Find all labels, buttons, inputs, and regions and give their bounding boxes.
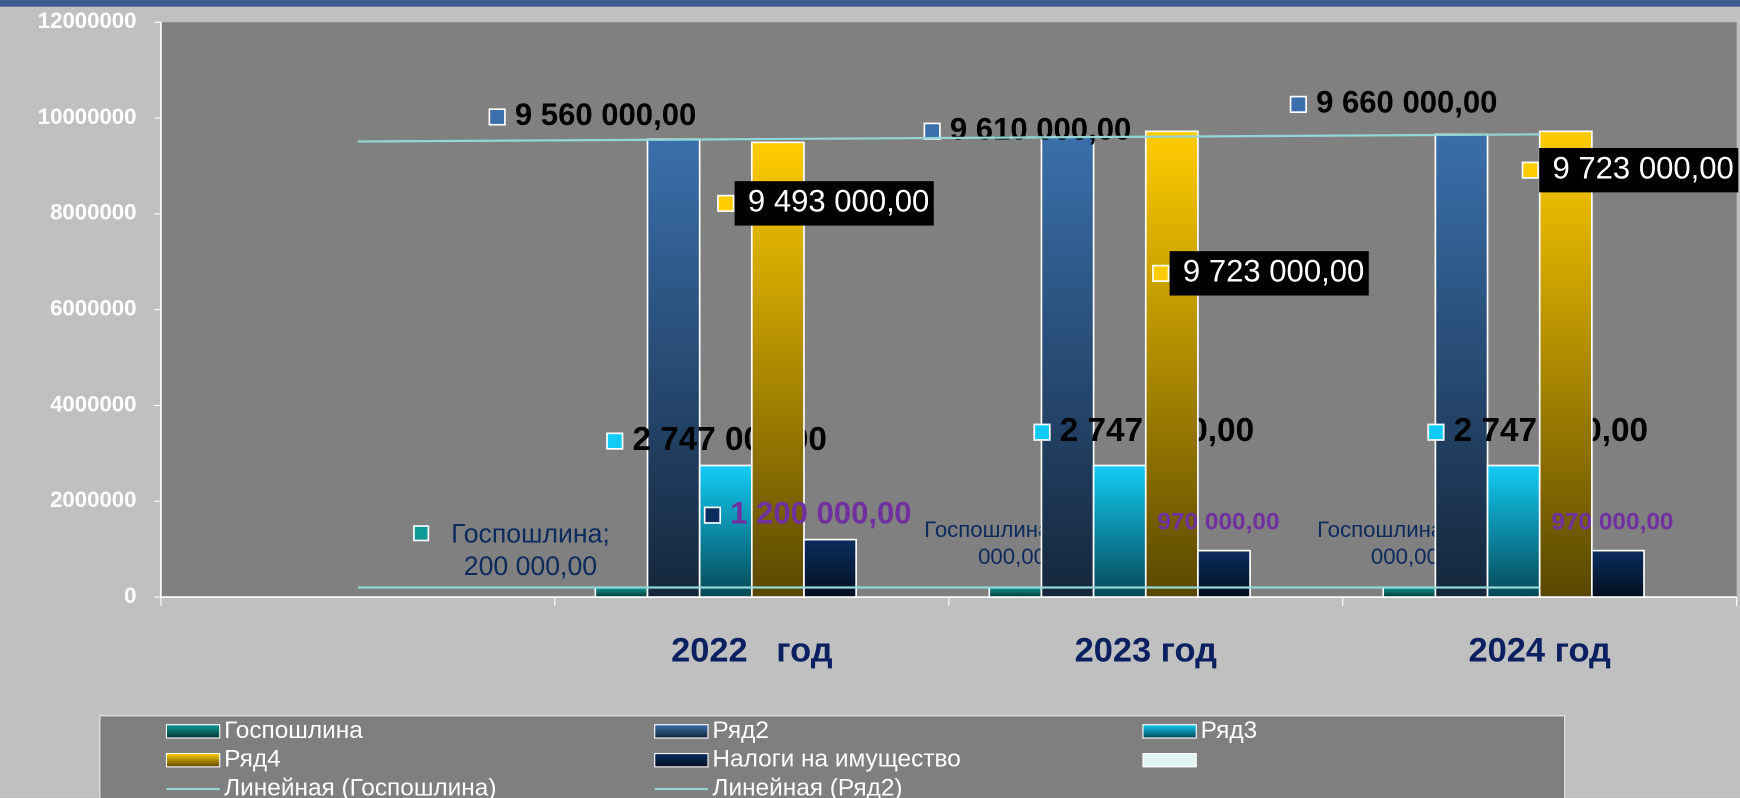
bar: [1040, 135, 1095, 598]
label-marker: [488, 108, 506, 126]
x-tick-label: 2022 год: [671, 632, 833, 670]
legend-label: Ряд2: [712, 717, 769, 744]
data-label-box: Госпошлина; 200 000,00: [451, 519, 610, 582]
label-marker: [1152, 264, 1170, 282]
bar: [1197, 549, 1251, 598]
legend-swatch: [1142, 724, 1197, 739]
x-tick-label: 2023 год: [1075, 632, 1217, 670]
data-label-bg: [1169, 251, 1369, 296]
data-label-bg: [1539, 147, 1739, 193]
data-label: 9 493 000,00: [748, 184, 929, 219]
label-marker: [1427, 423, 1445, 441]
legend-label: Госпошлина: [224, 717, 363, 744]
label-marker: [1033, 423, 1051, 441]
legend-swatch: [654, 752, 709, 768]
y-tick-label: 10000000: [38, 104, 137, 129]
bar: [698, 464, 753, 598]
legend-swatch: [654, 724, 709, 739]
label-marker: [703, 506, 722, 524]
y-tick-label: 6000000: [50, 296, 136, 321]
legend-label: Ряд3: [1201, 717, 1258, 744]
data-label: 9 610 000,00: [950, 111, 1131, 146]
label-marker: [606, 432, 624, 450]
bar: [646, 138, 701, 598]
legend-swatch-blank: [1142, 752, 1197, 768]
label-marker: [1289, 95, 1307, 113]
y-tick-label: 2000000: [50, 487, 136, 512]
legend-label: Линейная (Ряд2): [712, 775, 902, 798]
data-label: 9 560 000,00: [515, 97, 696, 132]
trend-line: [357, 133, 1540, 143]
legend-box: [99, 715, 1566, 798]
label-marker: [717, 194, 735, 212]
y-tick-label: 12000000: [38, 8, 137, 33]
bar: [1538, 130, 1593, 598]
bar: [1591, 549, 1645, 598]
label-marker: [413, 525, 430, 542]
x-tick-label: 2024 год: [1469, 632, 1611, 670]
legend-label: Ряд4: [224, 746, 281, 773]
label-marker: [923, 122, 941, 140]
data-label: 9 660 000,00: [1316, 85, 1497, 120]
y-tick-label: 8000000: [50, 200, 136, 225]
legend-swatch: [165, 724, 221, 739]
y-tick-label: 0: [124, 583, 136, 608]
bar: [1144, 130, 1199, 598]
legend-label: Линейная (Госпошлина): [224, 775, 496, 798]
data-label: 9 723 000,00: [1552, 150, 1733, 185]
data-label: 1 200 000,00: [730, 495, 911, 530]
legend-label: Налоги на имущество: [712, 746, 960, 773]
legend-swatch: [165, 752, 221, 768]
bar: [1092, 464, 1147, 598]
data-label: 970 000,00: [1551, 508, 1673, 535]
data-label: Госпошлина; 200 000,00: [451, 519, 610, 582]
data-label: 970 000,00: [1157, 508, 1279, 535]
data-label-bg: [734, 181, 934, 226]
data-label: 9 723 000,00: [1183, 254, 1364, 289]
y-tick-label: 4000000: [50, 391, 136, 416]
bar: [1434, 133, 1489, 598]
bar: [1486, 464, 1541, 598]
label-marker: [1521, 161, 1539, 179]
